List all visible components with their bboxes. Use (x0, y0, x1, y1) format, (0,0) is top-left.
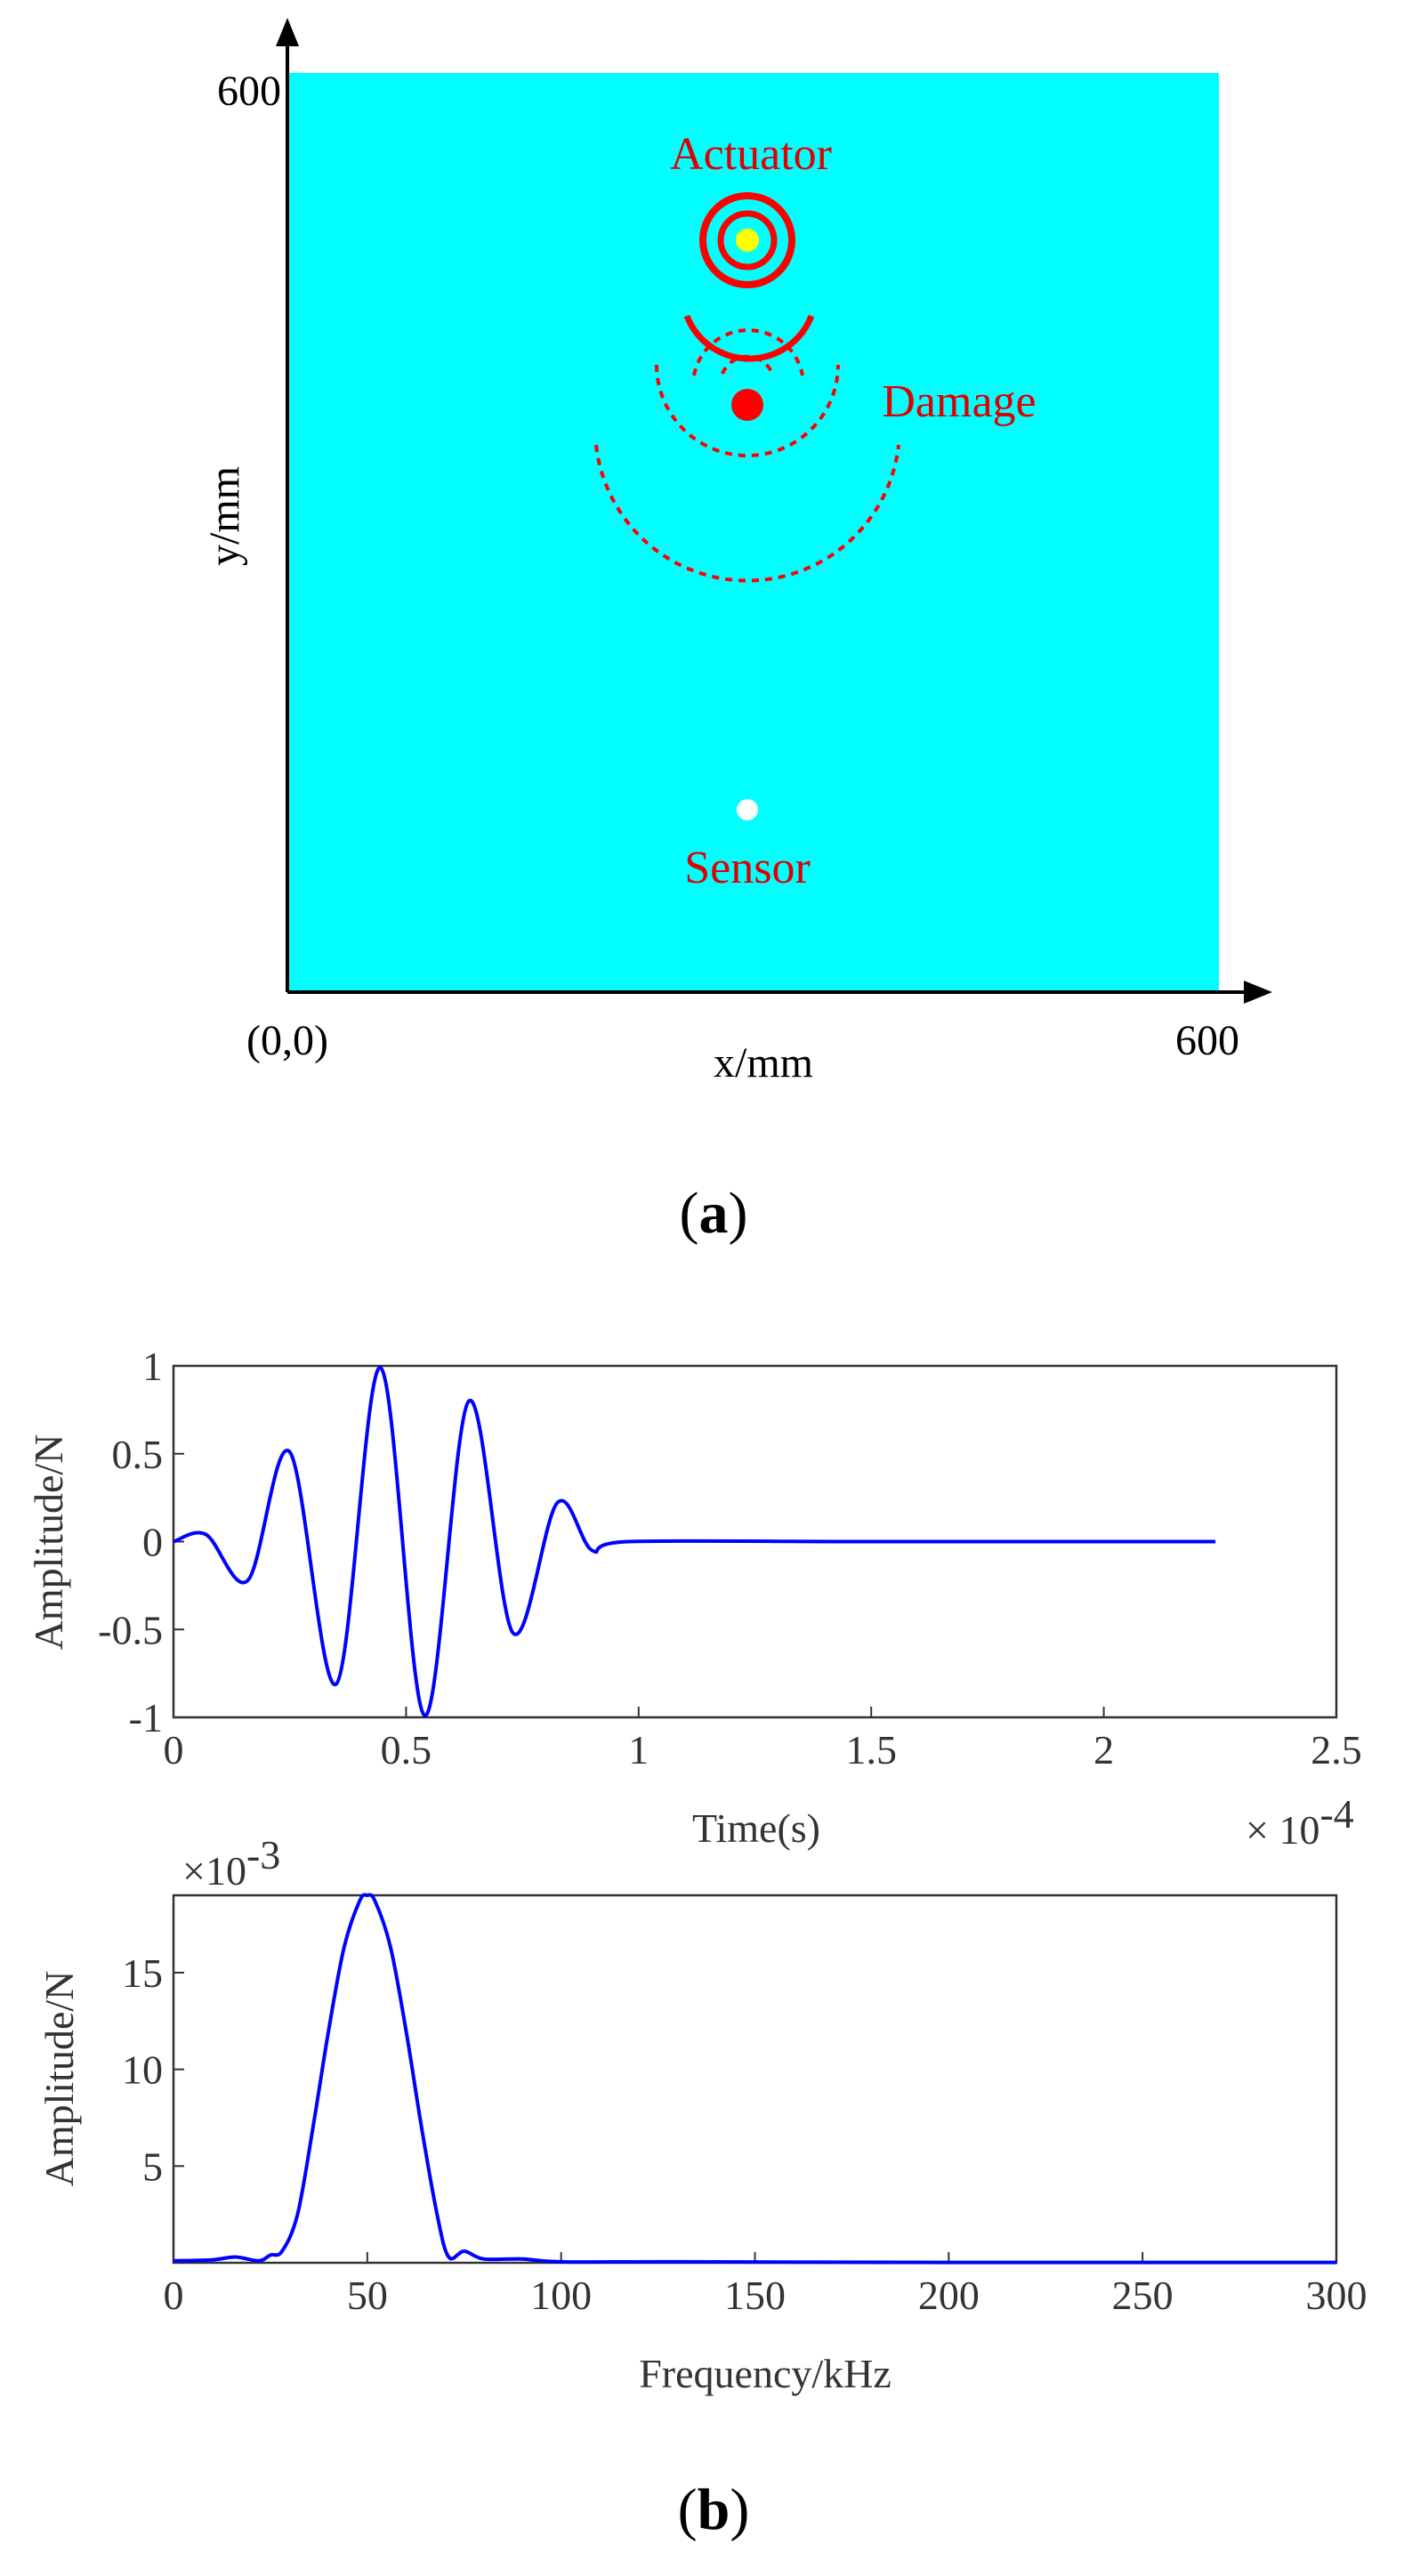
chart1-x-scale: × 10-4 (1246, 1791, 1354, 1853)
chart1-x-tick-label-0: 0 (164, 1727, 184, 1773)
actuator-inner-ring (717, 210, 778, 271)
panel-b-caption-open: ( (678, 2477, 698, 2542)
chart1-ticks: 0 0.5 1 1.5 2 2.5 1 0.5 0 -0.5 -1 (98, 1344, 1362, 1773)
chart1-x-scale-exponent: -4 (1319, 1791, 1353, 1837)
x-tick-600: 600 (1175, 1017, 1239, 1064)
panel-a-caption-close: ) (729, 1181, 748, 1246)
panel-b-caption-letter: b (698, 2477, 730, 2542)
chart2-x-label: Frequency/kHz (639, 2351, 891, 2396)
incident-wave-arc (683, 314, 815, 362)
x-axis-label: x/mm (714, 1039, 813, 1086)
panel-a-caption: (a) (680, 1181, 748, 1246)
chart1-x-tick-label-2: 2 (1093, 1727, 1114, 1773)
scattered-wave-arc-xlarge (594, 444, 900, 583)
chart1-series-line (173, 1365, 1216, 1718)
chart1-x-tick-label-0.5: 0.5 (381, 1727, 432, 1773)
chart1-y-tick-label-1: 1 (142, 1344, 163, 1389)
chart1-y-tick-label-0: 0 (142, 1520, 163, 1565)
x-axis-arrowhead (1244, 981, 1272, 1004)
damage-label: Damage (882, 376, 1036, 427)
y-tick-600: 600 (217, 68, 281, 115)
chart1-y-label: Amplitude/N (26, 1434, 71, 1651)
chart2-x-tick-label-200: 200 (918, 2273, 980, 2318)
chart2-y-tick-label-15: 15 (122, 1950, 163, 1996)
chart2-x-tick-label-150: 150 (724, 2273, 786, 2318)
actuator-center-dot (736, 229, 759, 252)
chart2-y-tick-label-10: 10 (122, 2047, 163, 2093)
chart1-x-tick-label-1.5: 1.5 (845, 1727, 897, 1773)
chart2-frame (172, 1894, 1338, 2265)
chart2-x-tick-label-100: 100 (530, 2273, 592, 2318)
actuator-outer-ring (699, 192, 795, 288)
chart2-x-tick-label-50: 50 (347, 2273, 388, 2318)
chart2-y-tick-label-5: 5 (142, 2144, 163, 2189)
chart1-y-tick-label--0.5: -0.5 (98, 1607, 163, 1652)
plate-rectangle (287, 73, 1219, 992)
chart1-x-scale-base: × 10 (1246, 1807, 1319, 1853)
chart2-x-tick-label-250: 250 (1112, 2273, 1174, 2318)
actuator-label: Actuator (670, 129, 832, 180)
chart2-y-scale-base: ×10 (182, 1848, 246, 1894)
chart2-y-label: Amplitude/N (36, 1971, 82, 2187)
chart2-series-line (173, 1893, 1337, 2265)
panel-b-caption: (b) (678, 2477, 750, 2542)
scattered-wave-arc-large (655, 364, 840, 457)
sensor-dot (737, 799, 758, 820)
chart2-ticks: 0 50 100 150 200 250 300 15 10 5 (122, 1950, 1367, 2318)
y-axis-label: y/mm (201, 466, 248, 566)
chart2-x-tick-label-0: 0 (164, 2273, 184, 2318)
chart1-y-tick-label-0.5: 0.5 (112, 1432, 164, 1477)
origin-label: (0,0) (246, 1017, 328, 1064)
time-domain-chart: 0 0.5 1 1.5 2 2.5 1 0.5 0 -0.5 -1 Time(s) Amplitud… (26, 1344, 1362, 1853)
panel-a-caption-letter: a (699, 1181, 729, 1246)
panel-a-caption-open: ( (680, 1181, 699, 1246)
chart1-x-label: Time(s) (692, 1805, 820, 1851)
chart2-y-scale-exponent: -3 (246, 1832, 280, 1877)
panel-a: 600 600 (0,0) x/mm y/mm Actuator Damage … (201, 18, 1272, 1246)
chart1-y-tick-label--1: -1 (129, 1695, 163, 1740)
frequency-spectrum-chart: 0 50 100 150 200 250 300 15 10 5 Frequency/kHz Am… (36, 1832, 1367, 2396)
panel-b-caption-close: ) (730, 2477, 749, 2542)
chart1-x-tick-label-1: 1 (628, 1727, 649, 1773)
chart1-x-tick-label-2.5: 2.5 (1311, 1727, 1362, 1773)
sensor-label: Sensor (684, 843, 811, 893)
scattered-wave-arc-small (721, 354, 774, 375)
y-axis-arrowhead (276, 18, 299, 46)
chart2-y-scale: ×10-3 (182, 1832, 280, 1894)
damage-dot (731, 389, 763, 421)
chart2-x-tick-label-300: 300 (1306, 2273, 1367, 2318)
